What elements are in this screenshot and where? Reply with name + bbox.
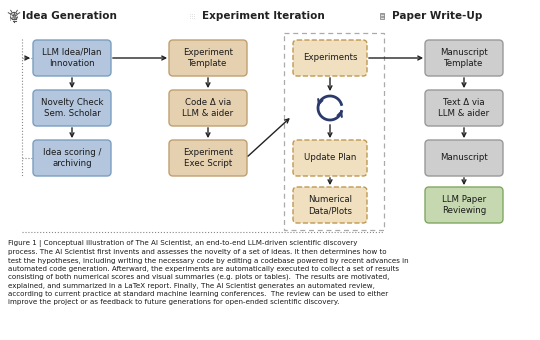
FancyBboxPatch shape [192, 14, 193, 15]
FancyBboxPatch shape [293, 187, 367, 223]
FancyBboxPatch shape [190, 14, 191, 15]
FancyBboxPatch shape [169, 140, 247, 176]
FancyBboxPatch shape [193, 17, 195, 19]
FancyBboxPatch shape [425, 90, 503, 126]
Text: Text Δ via
LLM & aider: Text Δ via LLM & aider [438, 98, 490, 118]
FancyBboxPatch shape [425, 187, 503, 223]
Text: Manuscript: Manuscript [440, 153, 488, 163]
Text: Idea scoring /
archiving: Idea scoring / archiving [43, 148, 101, 168]
FancyBboxPatch shape [190, 16, 191, 17]
Text: Experiment Iteration: Experiment Iteration [202, 11, 325, 21]
Text: Experiments: Experiments [303, 53, 357, 63]
Text: Manuscript
Template: Manuscript Template [440, 48, 488, 68]
Text: Numerical
Data/Plots: Numerical Data/Plots [308, 195, 352, 215]
Text: Experiment
Template: Experiment Template [183, 48, 233, 68]
Text: Update Plan: Update Plan [304, 153, 356, 163]
FancyBboxPatch shape [33, 140, 111, 176]
FancyBboxPatch shape [425, 40, 503, 76]
FancyBboxPatch shape [193, 14, 195, 15]
FancyBboxPatch shape [169, 90, 247, 126]
Text: ✦: ✦ [10, 13, 17, 21]
FancyBboxPatch shape [192, 17, 193, 19]
FancyBboxPatch shape [190, 17, 191, 19]
FancyBboxPatch shape [380, 13, 384, 19]
Text: Paper Write-Up: Paper Write-Up [392, 11, 482, 21]
Text: ★: ★ [10, 11, 18, 21]
FancyBboxPatch shape [193, 16, 195, 17]
FancyBboxPatch shape [169, 40, 247, 76]
Text: Novelty Check
Sem. Scholar: Novelty Check Sem. Scholar [40, 98, 103, 118]
FancyBboxPatch shape [192, 16, 193, 17]
Text: Code Δ via
LLM & aider: Code Δ via LLM & aider [183, 98, 234, 118]
Text: Idea Generation: Idea Generation [22, 11, 117, 21]
FancyBboxPatch shape [293, 140, 367, 176]
Text: Experiment
Exec Script: Experiment Exec Script [183, 148, 233, 168]
FancyBboxPatch shape [33, 90, 111, 126]
Text: LLM Idea/Plan
Innovation: LLM Idea/Plan Innovation [42, 48, 102, 68]
Text: LLM Paper
Reviewing: LLM Paper Reviewing [442, 195, 486, 215]
Text: Figure 1 | Conceptual illustration of The AI Scientist, an end-to-end LLM-driven: Figure 1 | Conceptual illustration of Th… [8, 240, 409, 305]
FancyBboxPatch shape [33, 40, 111, 76]
FancyBboxPatch shape [425, 140, 503, 176]
FancyBboxPatch shape [293, 40, 367, 76]
